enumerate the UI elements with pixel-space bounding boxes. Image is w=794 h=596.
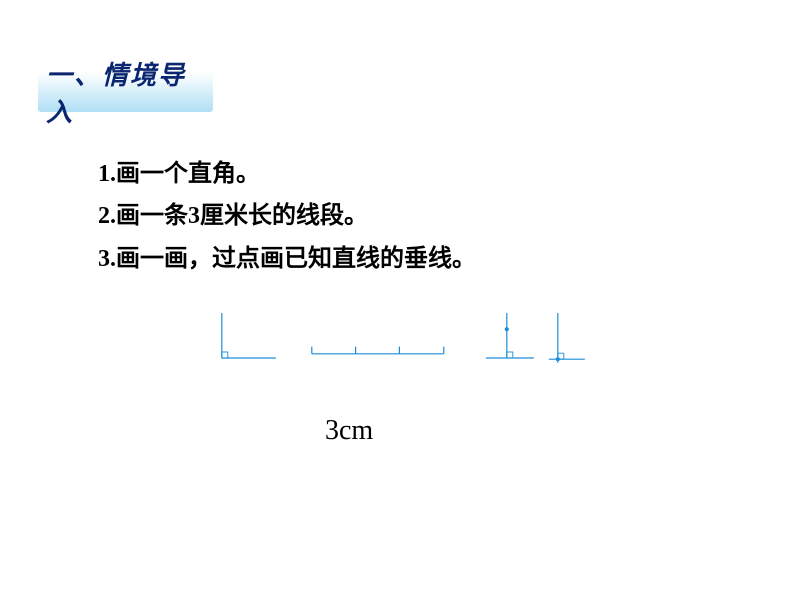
line-segment-diagram <box>312 347 444 354</box>
list-item: 2.画一条3厘米长的线段。 <box>98 197 476 235</box>
right-angle-diagram <box>222 313 276 358</box>
list-item: 3.画一画，过点画已知直线的垂线。 <box>98 240 476 278</box>
perpendicular-diagram-1 <box>486 313 534 358</box>
diagrams-svg <box>0 280 794 400</box>
list-item: 1.画一个直角。 <box>98 155 476 193</box>
segment-label: 3cm <box>325 415 373 447</box>
perpendicular-diagram-2 <box>549 313 585 363</box>
section-header: 一、情境导入 <box>38 72 213 112</box>
section-header-text: 一、情境导入 <box>46 55 213 129</box>
content-list: 1.画一个直角。 2.画一条3厘米长的线段。 3.画一画，过点画已知直线的垂线。 <box>98 155 476 282</box>
